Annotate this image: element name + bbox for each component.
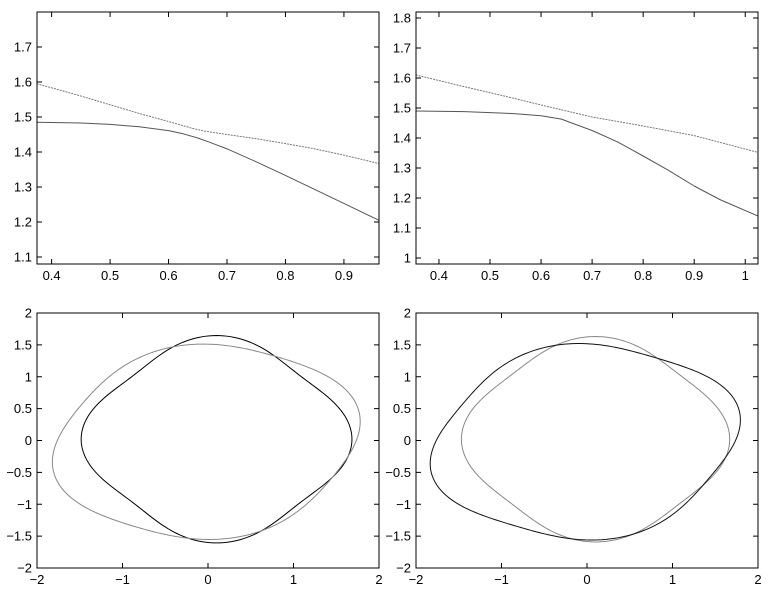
x-tick-label: 0.6: [532, 268, 550, 283]
x-tick-label: 0.8: [634, 268, 652, 283]
y-tick-label: 1.1: [393, 221, 411, 236]
y-tick-label: 1.4: [393, 131, 411, 146]
x-tick-label: −2: [409, 572, 424, 587]
panel-4: −2 −1 0 1 2 −2 −1.5 −1 −0.5 0 0.5 1 1.5 2: [385, 306, 761, 588]
x-tick-label: 0: [583, 572, 590, 587]
x-tick-label: 0.9: [335, 268, 353, 283]
panel-1: 0.4 0.5 0.6 0.7 0.8 0.9 1.1 1.2 1.3 1.4 1.5 1.6 1.7: [14, 11, 380, 283]
x-tick-label: −2: [30, 572, 45, 587]
x-tick-label: 2: [754, 572, 761, 587]
series-line-1: [80, 335, 353, 544]
series-line-2: [416, 74, 758, 153]
x-tick-label: 0.6: [159, 268, 177, 283]
x-tick-label: 0.7: [583, 268, 601, 283]
y-tick-label: 1: [25, 369, 32, 384]
series-line-2: [51, 343, 361, 540]
x-tick-label: 0.5: [481, 268, 499, 283]
y-tick-label: 1.2: [393, 191, 411, 206]
x-tick-label: 1: [669, 572, 676, 587]
y-tick-label: 1: [404, 369, 411, 384]
y-tick-label: 1.5: [393, 337, 411, 352]
series-line-2: [429, 343, 741, 541]
y-tick-label: 2: [404, 306, 411, 321]
x-tick-label: 0: [204, 572, 211, 587]
y-tick-label: −1: [396, 497, 411, 512]
y-tick-label: 0.5: [393, 401, 411, 416]
y-tick-label: 2: [25, 306, 32, 321]
plot-frame: [415, 11, 759, 265]
y-tick-label: −2: [396, 561, 411, 576]
series-group: [416, 74, 758, 217]
x-tick-label: 1: [742, 268, 749, 283]
y-tick-label: 0.5: [14, 401, 32, 416]
panel-3: −2 −1 0 1 2 −2 −1.5 −1 −0.5 0 0.5 1 1.5 2: [6, 306, 382, 588]
y-tick-label: 1.5: [393, 101, 411, 116]
series-group: [51, 335, 361, 544]
series-line-1: [416, 110, 758, 217]
y-tick-label: 0: [25, 433, 32, 448]
x-tick-label: 0.5: [101, 268, 119, 283]
series-line-2: [37, 83, 379, 165]
x-tick-label: 2: [375, 572, 382, 587]
plot-frame: [36, 11, 380, 265]
x-tick-label: 0.4: [43, 268, 61, 283]
y-tick-label: 1.5: [14, 337, 32, 352]
x-tick-label: 0.8: [276, 268, 294, 283]
y-tick-label: −1.5: [6, 529, 32, 544]
y-tick-label: −2: [17, 561, 32, 576]
y-tick-label: 1.3: [393, 161, 411, 176]
x-tick-label: 0.7: [218, 268, 236, 283]
y-tick-label: −0.5: [385, 465, 411, 480]
x-tick-label: −1: [494, 572, 509, 587]
y-tick-label: 1: [404, 251, 411, 266]
y-tick-label: 1.2: [14, 215, 32, 230]
y-tick-label: −0.5: [6, 465, 32, 480]
series-line-1: [460, 336, 731, 543]
y-tick-label: 1.5: [14, 110, 32, 125]
y-tick-label: 1.6: [393, 71, 411, 86]
y-tick-label: 1.3: [14, 180, 32, 195]
x-tick-label: −1: [115, 572, 130, 587]
y-tick-label: 1.1: [14, 250, 32, 265]
y-tick-label: 0: [404, 433, 411, 448]
y-tick-label: 1.7: [14, 40, 32, 55]
y-tick-label: 1.4: [14, 145, 32, 160]
y-tick-label: −1: [17, 497, 32, 512]
panel-2: 0.4 0.5 0.6 0.7 0.8 0.9 1 1 1.1 1.2 1.3 1.4 1.5 1.6 1.…: [393, 11, 759, 283]
y-tick-label: 1.6: [14, 75, 32, 90]
plot-frame: [415, 312, 759, 569]
series-line-1: [37, 121, 379, 221]
plot-frame: [36, 312, 380, 569]
x-tick-label: 0.9: [685, 268, 703, 283]
x-tick-label: 1: [290, 572, 297, 587]
y-tick-label: 1.8: [393, 11, 411, 26]
series-group: [429, 336, 741, 543]
y-tick-label: −1.5: [385, 529, 411, 544]
series-group: [37, 83, 379, 221]
y-tick-label: 1.7: [393, 41, 411, 56]
x-tick-label: 0.4: [430, 268, 448, 283]
